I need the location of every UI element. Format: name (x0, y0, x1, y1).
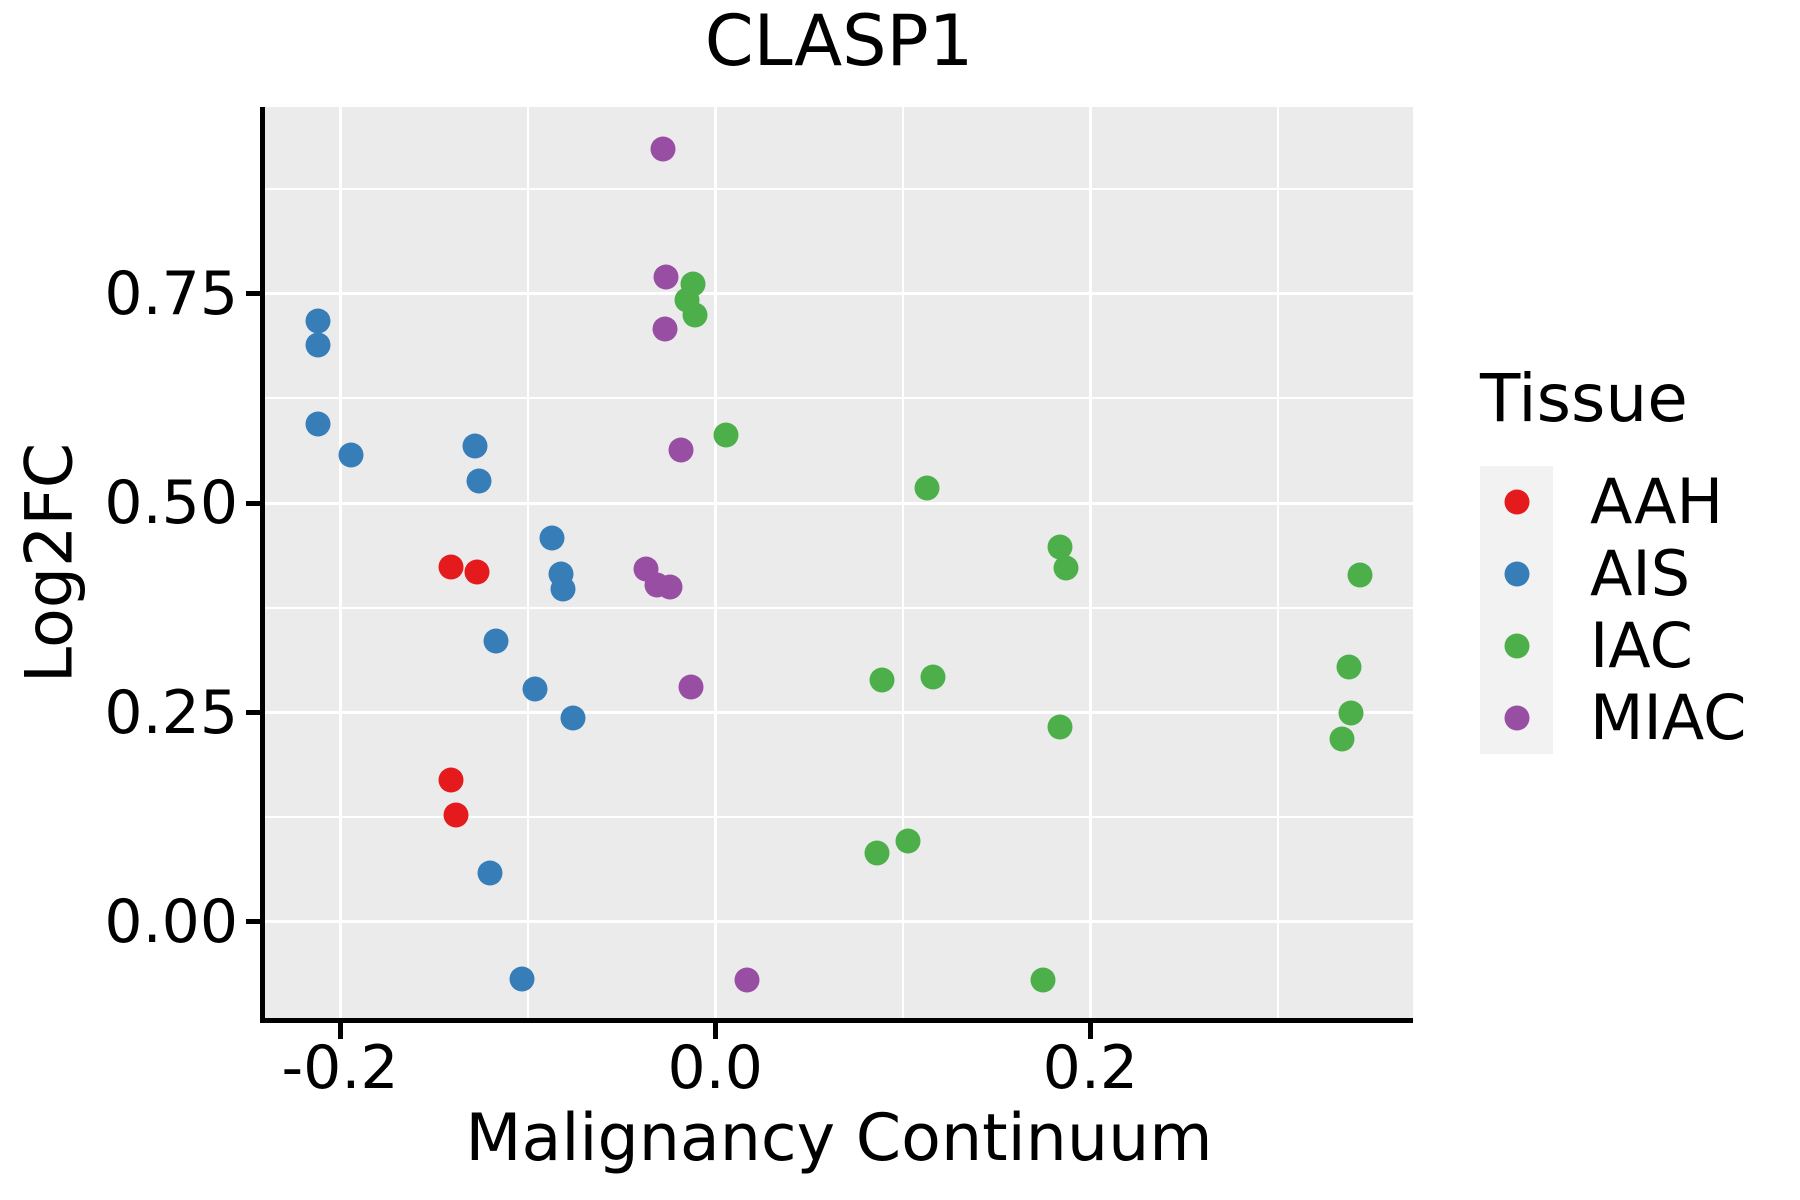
legend: Tissue AAH AIS IAC MIAC (1480, 366, 1746, 754)
data-point-ais (522, 676, 548, 702)
data-point-iac (1030, 967, 1056, 993)
data-point-ais (539, 525, 565, 551)
x-axis-line (260, 1018, 1413, 1023)
legend-key (1480, 610, 1553, 682)
data-point-miac (652, 316, 678, 342)
y-major-gridline (265, 501, 1413, 505)
y-tick-mark (246, 500, 262, 506)
x-minor-gridline (1276, 107, 1279, 1020)
data-point-iac (1047, 534, 1073, 560)
data-point-aah (438, 554, 464, 580)
x-tick-label: 0.2 (1042, 1033, 1139, 1103)
data-point-miac (657, 574, 683, 600)
x-axis-label: Malignancy Continuum (465, 1101, 1213, 1176)
data-point-aah (464, 559, 490, 585)
y-minor-gridline (265, 606, 1413, 609)
legend-item-miac: MIAC (1480, 682, 1746, 754)
data-point-iac (914, 475, 940, 501)
y-major-gridline (265, 920, 1413, 924)
data-point-iac (713, 422, 739, 447)
legend-item-ais: AIS (1480, 538, 1746, 610)
data-point-iac (1047, 714, 1073, 740)
data-point-iac (895, 828, 921, 854)
data-point-miac (668, 437, 694, 463)
y-minor-gridline (265, 188, 1413, 191)
y-tick-mark (246, 710, 262, 716)
legend-title: Tissue (1480, 360, 1688, 437)
data-point-ais (305, 308, 331, 334)
legend-item-label: AAH (1590, 465, 1724, 538)
legend-key (1480, 682, 1553, 754)
legend-item-aah: AAH (1480, 466, 1746, 538)
data-point-iac (864, 840, 890, 866)
legend-dot-ais-icon (1504, 561, 1529, 587)
legend-rows: AAH AIS IAC MIAC (1480, 466, 1746, 754)
data-point-ais (560, 705, 586, 731)
data-point-iac (1053, 555, 1079, 581)
data-point-iac (682, 302, 708, 328)
data-point-ais (550, 576, 576, 602)
x-minor-gridline (901, 107, 904, 1020)
y-tick-mark (246, 919, 262, 925)
legend-item-label: IAC (1590, 609, 1693, 682)
y-minor-gridline (265, 397, 1413, 400)
legend-key (1480, 538, 1553, 610)
y-major-gridline (265, 711, 1413, 715)
legend-item-label: AIS (1590, 537, 1691, 610)
data-point-ais (338, 442, 364, 468)
legend-dot-miac-icon (1504, 705, 1529, 731)
data-point-miac (653, 264, 679, 290)
legend-dot-iac-icon (1504, 633, 1529, 659)
legend-key (1480, 466, 1553, 538)
y-tick-mark (246, 291, 262, 297)
data-point-iac (1336, 654, 1362, 680)
plot-panel (265, 107, 1413, 1020)
y-tick-label: 0.50 (104, 468, 238, 539)
data-point-aah (438, 767, 464, 793)
data-point-aah (443, 802, 469, 828)
legend-item-label: MIAC (1590, 681, 1747, 754)
y-axis-label: Log2FC (12, 442, 88, 684)
x-major-gridline (1088, 107, 1092, 1020)
data-point-iac (1329, 726, 1355, 752)
y-major-gridline (265, 292, 1413, 296)
data-point-ais (477, 860, 503, 886)
data-point-ais (483, 628, 509, 654)
legend-dot-aah-icon (1504, 489, 1529, 515)
x-tick-mark (712, 1023, 718, 1039)
data-point-miac (734, 967, 760, 993)
data-point-ais (305, 332, 331, 358)
data-point-iac (1347, 562, 1373, 588)
y-tick-label: 0.25 (104, 677, 238, 748)
data-point-iac (920, 664, 946, 690)
legend-item-iac: IAC (1480, 610, 1746, 682)
y-tick-label: 0.75 (104, 258, 238, 329)
data-point-ais (305, 411, 331, 437)
x-major-gridline (338, 107, 342, 1020)
data-point-ais (466, 468, 492, 494)
data-point-ais (462, 433, 488, 459)
y-tick-label: 0.00 (104, 886, 238, 957)
data-point-iac (869, 667, 895, 693)
data-point-miac (650, 136, 676, 162)
x-tick-mark (337, 1023, 343, 1039)
chart-title: CLASP1 (704, 0, 974, 82)
x-minor-gridline (526, 107, 529, 1020)
y-minor-gridline (265, 816, 1413, 819)
x-major-gridline (713, 107, 717, 1020)
data-point-miac (678, 674, 704, 700)
x-tick-label: -0.2 (281, 1033, 399, 1103)
data-point-iac (1338, 700, 1364, 726)
x-tick-mark (1087, 1023, 1093, 1039)
x-tick-label: 0.0 (667, 1033, 763, 1103)
data-point-ais (509, 966, 535, 992)
y-axis-line (260, 107, 265, 1023)
